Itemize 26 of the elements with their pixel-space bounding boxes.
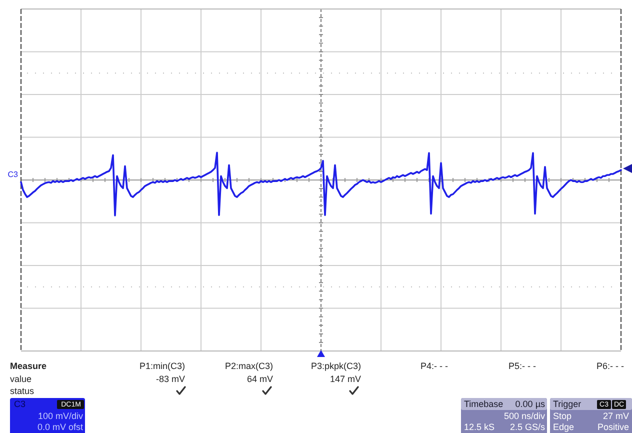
text: 27 mV (602, 411, 629, 421)
text: 64 mV (246, 374, 273, 384)
text: 100 mV/div (38, 411, 84, 421)
text: Measure (10, 361, 47, 371)
text: 2.5 GS/s (510, 422, 546, 432)
text: status (10, 386, 35, 396)
text: Positive (597, 422, 629, 432)
text: C3 (8, 170, 19, 179)
text: Trigger (553, 399, 582, 409)
text: 0.00 µs (515, 399, 546, 409)
text: 0.0 mV ofst (37, 422, 84, 432)
text: 500 ns/div (504, 411, 546, 421)
text: P4:- - - (420, 361, 448, 371)
text: P2:max(C3) (224, 361, 273, 371)
text: P6:- - - (596, 361, 624, 371)
text: Edge (553, 422, 574, 432)
text: Stop (553, 411, 572, 421)
text: -83 mV (156, 374, 185, 384)
text: 147 mV (330, 374, 361, 384)
text: 12.5 kS (464, 422, 495, 432)
text: Timebase (464, 399, 504, 409)
text: C3 (14, 399, 26, 409)
text: value (10, 374, 32, 384)
text: P1:min(C3) (139, 361, 185, 371)
text: P5:- - - (508, 361, 536, 371)
text: P3:pkpk(C3) (310, 361, 361, 371)
